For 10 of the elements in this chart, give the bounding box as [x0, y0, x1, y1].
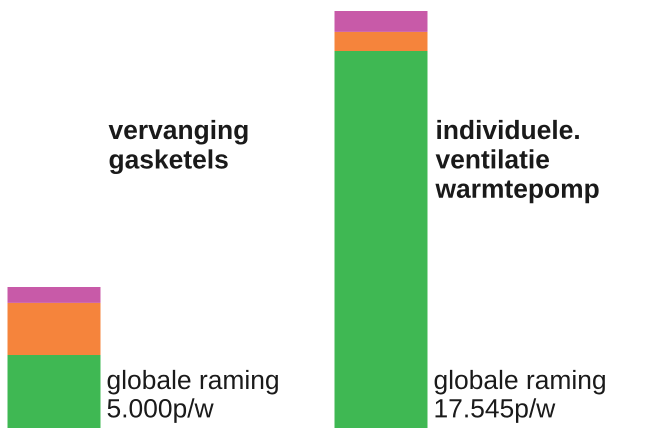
x-tick-label: individuele. ventilatie warmtepomp [435, 120, 599, 204]
bar [8, 287, 100, 303]
x-tick-label: vervanging gasketels [108, 120, 248, 174]
bar [8, 355, 100, 428]
annotation: globale raming 5.000p/w [108, 370, 278, 423]
bar [8, 302, 100, 356]
bar [334, 51, 428, 428]
bar [334, 11, 428, 32]
bar [334, 32, 428, 52]
annotation: globale raming 17.545p/w [434, 370, 605, 423]
